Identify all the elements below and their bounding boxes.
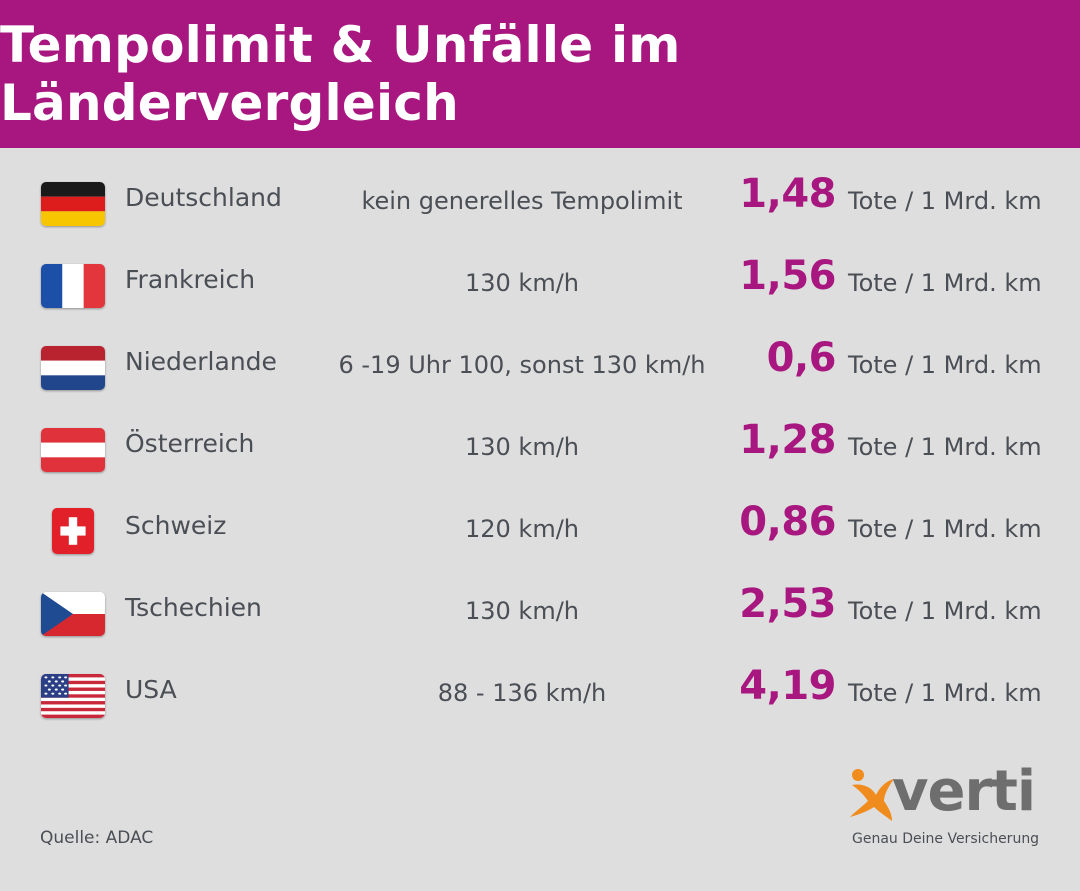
source-note: Quelle: ADAC xyxy=(40,828,154,848)
rate-unit: Tote / 1 Mrd. km xyxy=(848,187,1042,215)
country-name: Frankreich xyxy=(125,265,256,294)
table-row: Deutschland kein generelles Tempolimit 1… xyxy=(0,170,1080,252)
table-row: Frankreich 130 km/h 1,56 Tote / 1 Mrd. k… xyxy=(0,252,1080,334)
fatality-rate: 1,48 xyxy=(739,171,836,217)
rate-unit: Tote / 1 Mrd. km xyxy=(848,433,1042,461)
country-name: Tschechien xyxy=(125,593,262,622)
page-title: Tempolimit & Unfälle im Ländervergleich xyxy=(0,16,681,132)
header-banner: Tempolimit & Unfälle im Ländervergleich xyxy=(0,0,1080,148)
usa-flag-icon xyxy=(41,674,105,718)
rate-unit: Tote / 1 Mrd. km xyxy=(848,679,1042,707)
country-name: USA xyxy=(125,675,177,704)
austria-flag-icon xyxy=(41,428,105,472)
speed-limit: 130 km/h xyxy=(464,597,579,625)
speed-limit: 130 km/h xyxy=(464,433,579,461)
verti-logo: verti Genau Deine Versicherung xyxy=(846,759,1046,853)
logo-wordmark: verti xyxy=(892,759,1036,824)
fatality-rate: 2,53 xyxy=(739,581,836,627)
rate-unit: Tote / 1 Mrd. km xyxy=(848,351,1042,379)
switzerland-flag-icon xyxy=(52,508,94,554)
speed-limit: kein generelles Tempolimit xyxy=(361,187,683,215)
table-row: USA 88 - 136 km/h 4,19 Tote / 1 Mrd. km xyxy=(0,662,1080,744)
germany-flag-icon xyxy=(41,182,105,226)
fatality-rate: 0,86 xyxy=(739,499,836,545)
rate-unit: Tote / 1 Mrd. km xyxy=(848,269,1042,297)
netherlands-flag-icon xyxy=(41,346,105,390)
country-name: Schweiz xyxy=(125,511,227,540)
country-name: Niederlande xyxy=(125,347,277,376)
country-name: Österreich xyxy=(125,429,255,458)
france-flag-icon xyxy=(41,264,105,308)
czechia-flag-icon xyxy=(41,592,105,636)
speed-limit: 6 -19 Uhr 100, sonst 130 km/h xyxy=(338,351,706,379)
country-name: Deutschland xyxy=(125,183,282,212)
logo-tagline: Genau Deine Versicherung xyxy=(852,831,1040,847)
table-row: Schweiz 120 km/h 0,86 Tote / 1 Mrd. km xyxy=(0,498,1080,580)
speed-limit: 88 - 136 km/h xyxy=(437,679,607,707)
rate-unit: Tote / 1 Mrd. km xyxy=(848,597,1042,625)
speed-limit: 130 km/h xyxy=(464,269,579,297)
verti-star-icon xyxy=(850,769,894,821)
fatality-rate: 1,56 xyxy=(739,253,836,299)
fatality-rate: 1,28 xyxy=(739,417,836,463)
table-row: Tschechien 130 km/h 2,53 Tote / 1 Mrd. k… xyxy=(0,580,1080,662)
table-row: Niederlande 6 -19 Uhr 100, sonst 130 km/… xyxy=(0,334,1080,416)
speed-limit: 120 km/h xyxy=(464,515,579,543)
fatality-rate: 0,6 xyxy=(766,335,837,381)
rate-unit: Tote / 1 Mrd. km xyxy=(848,515,1042,543)
fatality-rate: 4,19 xyxy=(739,663,836,709)
table-row: Österreich 130 km/h 1,28 Tote / 1 Mrd. k… xyxy=(0,416,1080,498)
